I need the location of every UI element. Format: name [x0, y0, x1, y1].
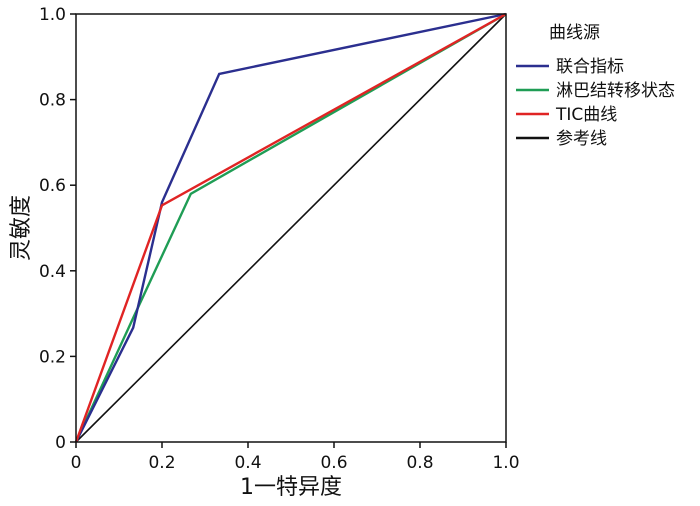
x-tick-label: 0.4 [234, 453, 261, 473]
x-tick-label: 0.8 [406, 453, 433, 473]
y-tick-label: 1.0 [39, 5, 66, 25]
legend-title: 曲线源 [549, 23, 600, 43]
y-axis-title: 灵敏度 [9, 195, 34, 261]
y-tick-label: 0.8 [39, 91, 66, 111]
x-tick-label: 1.0 [492, 453, 519, 473]
series-line-1 [74, 12, 507, 443]
y-tick-label: 0.4 [39, 262, 66, 282]
series-line-3 [74, 12, 507, 443]
plot-area [74, 12, 507, 443]
x-tick-label: 0.2 [148, 453, 175, 473]
series-line-4 [75, 13, 507, 443]
x-axis-title: 1一特异度 [240, 475, 342, 500]
plot-frame [75, 13, 507, 443]
x-tick-label: 0 [71, 453, 82, 473]
legend-label-2: 淋巴结转移状态 [556, 81, 675, 101]
series-line-2 [74, 12, 507, 443]
legend-label-4: 参考线 [556, 129, 607, 149]
axes: 0 0.2 0.4 0.6 0.8 1.0 0 0.2 0.4 0.6 0.8 1.0 [39, 5, 520, 473]
legend-label-3: TIC曲线 [555, 105, 617, 125]
y-tick-label: 0.2 [39, 347, 66, 367]
y-tick-label: 0 [55, 433, 66, 453]
legend-label-1: 联合指标 [556, 57, 624, 77]
x-tick-label: 0.6 [320, 453, 347, 473]
y-tick-label: 0.6 [39, 176, 66, 196]
